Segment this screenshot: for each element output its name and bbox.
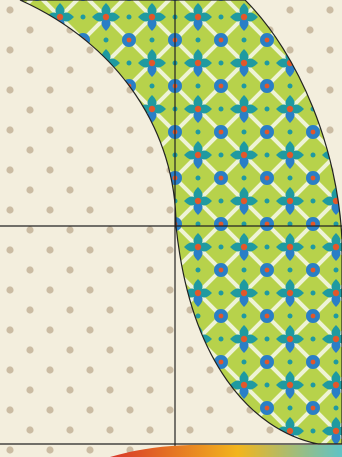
- ikat-curved-panel: [19, 0, 342, 445]
- bottom-fabric-strip: [110, 444, 342, 457]
